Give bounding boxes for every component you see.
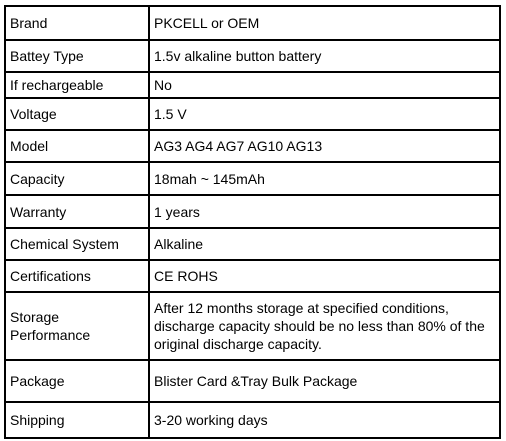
table-row: Certifications CE ROHS bbox=[4, 259, 501, 293]
table-row: Shipping 3-20 working days bbox=[4, 401, 501, 439]
spec-table: Brand PKCELL or OEM Battey Type 1.5v alkali… bbox=[4, 5, 501, 439]
table-row: Brand PKCELL or OEM bbox=[4, 5, 501, 41]
property-name: Capacity bbox=[4, 161, 150, 196]
property-value: No bbox=[148, 71, 501, 99]
property-name: Brand bbox=[4, 5, 150, 41]
property-name: Battey Type bbox=[4, 39, 150, 73]
table-row: Chemical System Alkaline bbox=[4, 227, 501, 261]
property-value: 1.5 V bbox=[148, 97, 501, 131]
property-value: PKCELL or OEM bbox=[148, 5, 501, 41]
property-name: Shipping bbox=[4, 401, 150, 439]
table-row: Storage Performance After 12 months stora… bbox=[4, 291, 501, 361]
table-row: Capacity 18mah ~ 145mAh bbox=[4, 161, 501, 196]
property-name: If rechargeable bbox=[4, 71, 150, 99]
table-row: Model AG3 AG4 AG7 AG10 AG13 bbox=[4, 129, 501, 163]
property-name: Chemical System bbox=[4, 227, 150, 261]
property-name: Package bbox=[4, 359, 150, 403]
table-row: Battey Type 1.5v alkaline button battery bbox=[4, 39, 501, 73]
property-value: CE ROHS bbox=[148, 259, 501, 293]
property-name: Warranty bbox=[4, 194, 150, 229]
property-name: Voltage bbox=[4, 97, 150, 131]
property-value: 18mah ~ 145mAh bbox=[148, 161, 501, 196]
property-value: 3-20 working days bbox=[148, 401, 501, 439]
property-value: 1 years bbox=[148, 194, 501, 229]
property-name: Certifications bbox=[4, 259, 150, 293]
property-value: Blister Card &Tray Bulk Package bbox=[148, 359, 501, 403]
table-row: If rechargeable No bbox=[4, 71, 501, 99]
property-name: Storage Performance bbox=[4, 291, 150, 361]
table-row: Package Blister Card &Tray Bulk Package bbox=[4, 359, 501, 403]
table-row: Warranty 1 years bbox=[4, 194, 501, 229]
table-row: Voltage 1.5 V bbox=[4, 97, 501, 131]
property-value: 1.5v alkaline button battery bbox=[148, 39, 501, 73]
property-value: Alkaline bbox=[148, 227, 501, 261]
property-value: AG3 AG4 AG7 AG10 AG13 bbox=[148, 129, 501, 163]
property-name: Model bbox=[4, 129, 150, 163]
property-value: After 12 months storage at specified con… bbox=[148, 291, 501, 361]
